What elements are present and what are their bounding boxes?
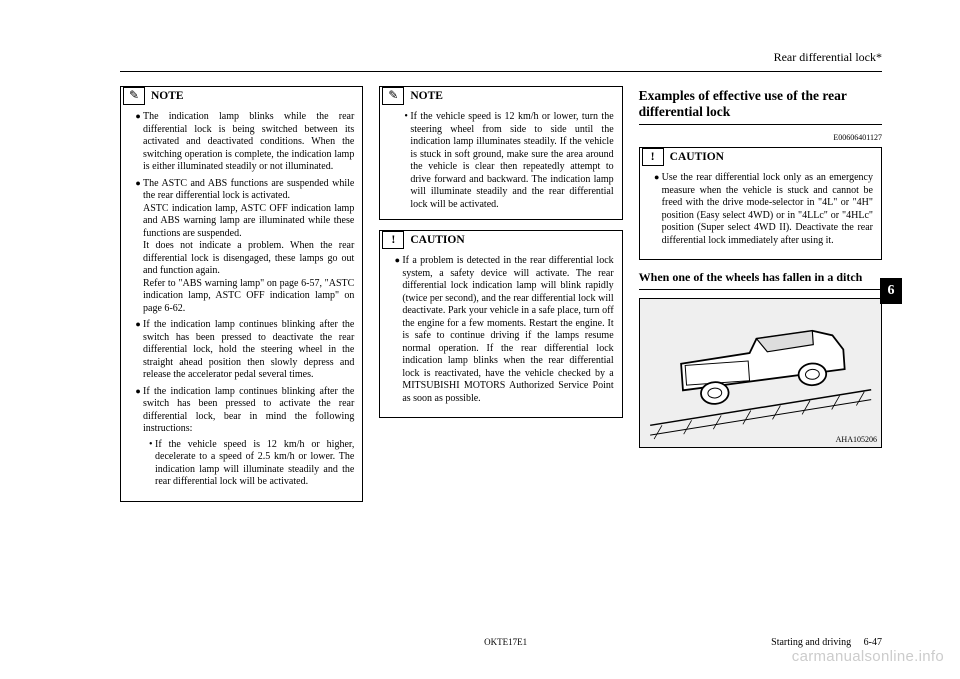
column-2: NOTE If the vehicle speed is 12 km/h or … [379,86,622,631]
caution-icon [642,148,664,166]
note-box-2: NOTE If the vehicle speed is 12 km/h or … [379,86,622,220]
truck-svg [640,299,881,447]
caution2-bullet: Use the rear differential lock only as a… [662,172,873,247]
caution-box-1: CAUTION If a problem is detected in the … [379,230,622,418]
note2-sublist: If the vehicle speed is 12 km/h or lower… [388,111,613,211]
illustration-caption: AHA105206 [836,435,877,445]
footer-right: Starting and driving 6-47 [771,637,882,650]
note-label-text: NOTE [151,89,184,103]
header-rule [120,71,882,72]
footer: OKTE17E1 Starting and driving 6-47 [120,637,882,650]
caution-label-2: CAUTION [640,148,881,168]
caution1-list: If a problem is detected in the rear dif… [388,255,613,405]
page-header-title: Rear differential lock* [120,50,882,65]
footer-page-number: 6-47 [864,637,882,648]
subheading-rule [639,289,882,290]
heading-rule [639,124,882,125]
note1-bullet-text: If the indication lamp continues blinkin… [143,386,354,435]
note-label-2: NOTE [380,87,621,107]
caution-label-text: CAUTION [410,233,464,247]
caution-icon [382,231,404,249]
ditch-illustration: AHA105206 [639,298,882,448]
caution1-bullet: If a problem is detected in the rear dif… [402,255,613,405]
caution-label-text: CAUTION [670,150,724,164]
note1-sublist: If the vehicle speed is 12 km/h or highe… [143,439,354,489]
caution2-list: Use the rear differential lock only as a… [648,172,873,247]
caution-label-1: CAUTION [380,231,621,251]
note-label-1: NOTE [121,87,362,107]
watermark: carmanualsonline.info [792,648,944,667]
subheading: When one of the wheels has fallen in a d… [639,270,882,285]
note-icon [382,87,404,105]
footer-section-label: Starting and driving [771,637,851,648]
ecode: E00606401127 [639,133,882,143]
examples-heading: Examples of effective use of the rear di… [639,88,882,120]
note1-bullet: If the indication lamp continues blinkin… [143,319,354,382]
content-columns: NOTE The indication lamp blinks while th… [120,86,882,631]
column-3: Examples of effective use of the rear di… [639,86,882,631]
note-box-1: NOTE The indication lamp blinks while th… [120,86,363,502]
note1-bullet: The indication lamp blinks while the rea… [143,111,354,174]
footer-center: OKTE17E1 [240,637,771,650]
note-icon [123,87,145,105]
note2-sub-item: If the vehicle speed is 12 km/h or lower… [410,111,613,211]
note-label-text: NOTE [410,89,443,103]
chapter-tab: 6 [880,278,902,304]
note1-sub-item: If the vehicle speed is 12 km/h or highe… [155,439,354,489]
column-1: NOTE The indication lamp blinks while th… [120,86,363,631]
note1-bullet: If the indication lamp continues blinkin… [143,386,354,489]
note1-list: The indication lamp blinks while the rea… [129,111,354,489]
caution-box-2: CAUTION Use the rear differential lock o… [639,147,882,260]
note1-bullet: The ASTC and ABS functions are suspended… [143,178,354,316]
